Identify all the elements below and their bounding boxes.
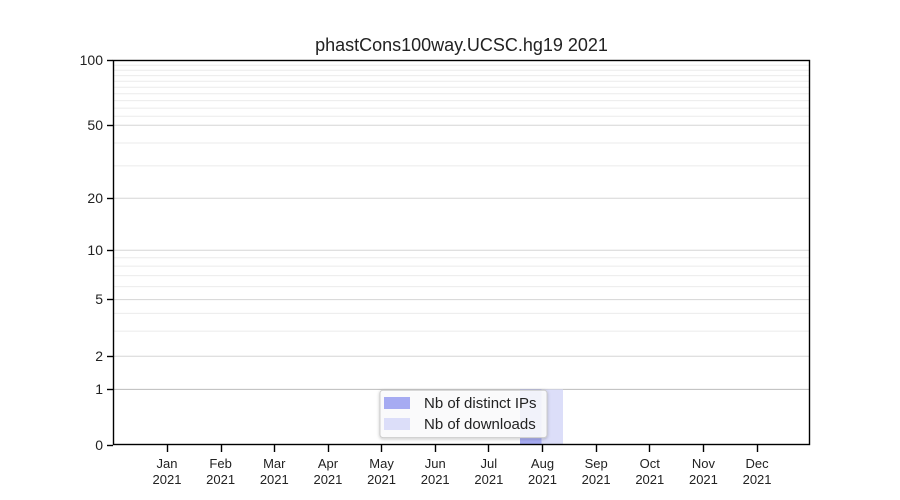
svg-text:2021: 2021 xyxy=(367,472,396,487)
svg-text:2021: 2021 xyxy=(260,472,289,487)
svg-text:Oct: Oct xyxy=(640,456,661,471)
svg-text:2021: 2021 xyxy=(743,472,772,487)
svg-text:100: 100 xyxy=(80,52,104,68)
svg-text:2021: 2021 xyxy=(635,472,664,487)
svg-text:0: 0 xyxy=(95,437,103,453)
svg-text:2021: 2021 xyxy=(528,472,557,487)
svg-text:20: 20 xyxy=(87,190,103,206)
svg-text:May: May xyxy=(369,456,394,471)
svg-text:Feb: Feb xyxy=(209,456,231,471)
svg-text:Jun: Jun xyxy=(425,456,446,471)
svg-text:10: 10 xyxy=(87,242,103,258)
svg-text:Sep: Sep xyxy=(585,456,608,471)
svg-text:2021: 2021 xyxy=(582,472,611,487)
svg-text:5: 5 xyxy=(95,291,103,307)
svg-text:Jan: Jan xyxy=(157,456,178,471)
svg-text:Aug: Aug xyxy=(531,456,554,471)
svg-text:Nb of distinct IPs: Nb of distinct IPs xyxy=(424,395,537,412)
svg-text:2021: 2021 xyxy=(474,472,503,487)
svg-text:phastCons100way.UCSC.hg19 2021: phastCons100way.UCSC.hg19 2021 xyxy=(315,35,608,55)
svg-text:2021: 2021 xyxy=(206,472,235,487)
svg-text:1: 1 xyxy=(95,381,103,397)
svg-text:Jul: Jul xyxy=(481,456,498,471)
svg-text:2021: 2021 xyxy=(421,472,450,487)
svg-text:Apr: Apr xyxy=(318,456,339,471)
svg-text:2021: 2021 xyxy=(313,472,342,487)
svg-text:Nb of downloads: Nb of downloads xyxy=(424,416,536,433)
svg-text:50: 50 xyxy=(87,117,103,133)
svg-text:Nov: Nov xyxy=(692,456,716,471)
svg-text:2021: 2021 xyxy=(689,472,718,487)
svg-text:2: 2 xyxy=(95,348,103,364)
svg-text:2021: 2021 xyxy=(153,472,182,487)
svg-text:Dec: Dec xyxy=(746,456,770,471)
svg-text:Mar: Mar xyxy=(263,456,286,471)
